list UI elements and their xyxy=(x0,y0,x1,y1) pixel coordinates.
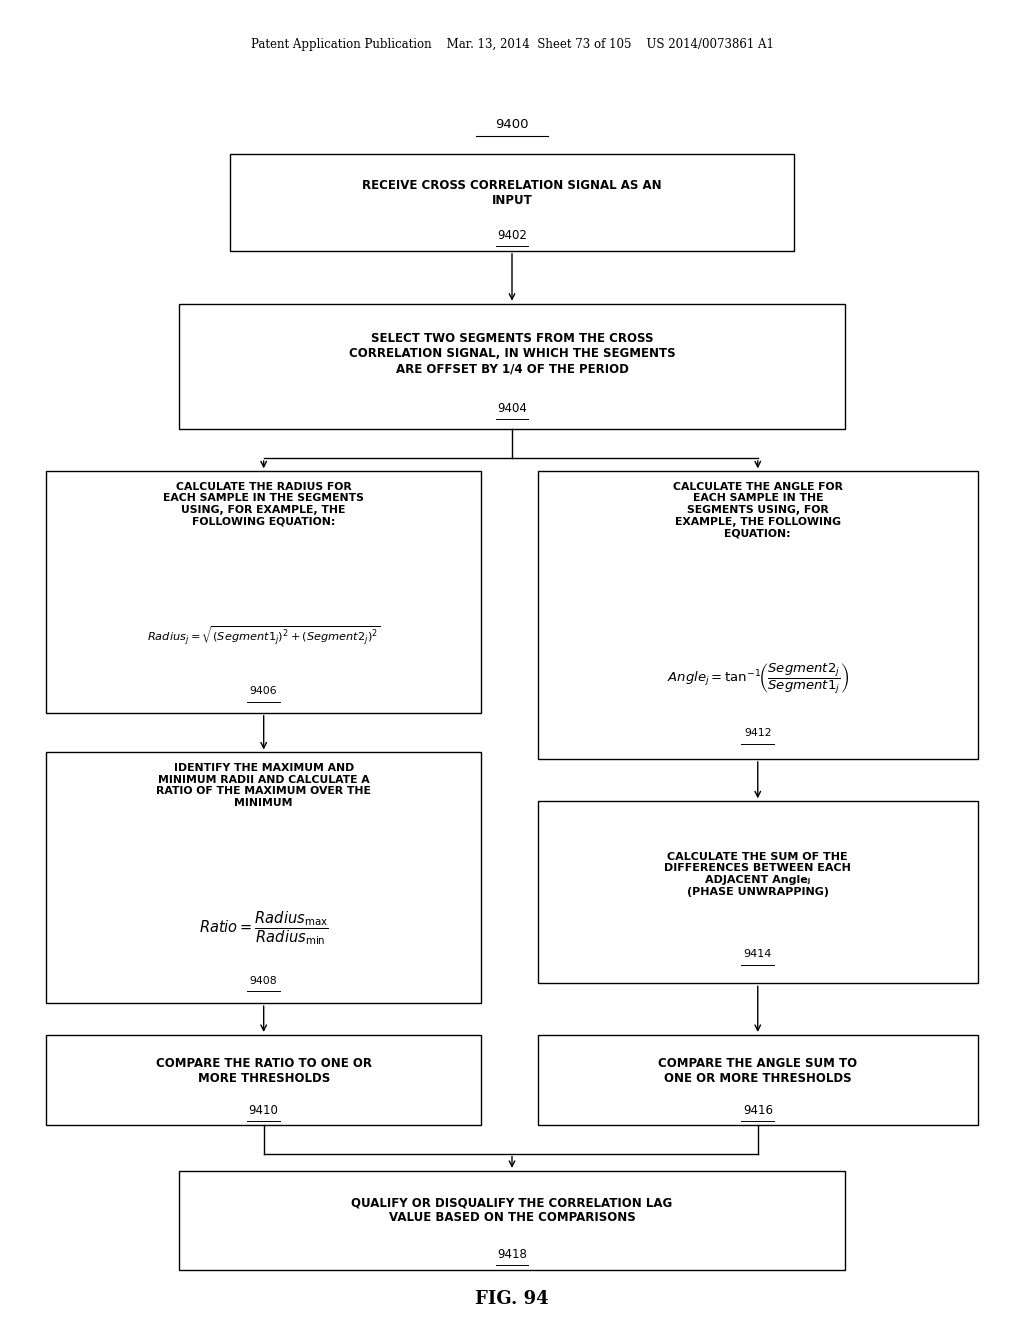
Text: CALCULATE THE RADIUS FOR
EACH SAMPLE IN THE SEGMENTS
USING, FOR EXAMPLE, THE
FOL: CALCULATE THE RADIUS FOR EACH SAMPLE IN … xyxy=(163,482,365,527)
Text: FIG. 94: FIG. 94 xyxy=(475,1290,549,1308)
Text: $Radius_j = \sqrt{\left(Segment1_j\right)^2+\left(Segment2_j\right)^2}$: $Radius_j = \sqrt{\left(Segment1_j\right… xyxy=(146,624,381,647)
Bar xyxy=(46,752,481,1003)
Text: 9400: 9400 xyxy=(496,117,528,131)
Bar xyxy=(538,471,978,759)
Text: $Angle_j = \tan^{-1}\!\!\left(\dfrac{Segment2_j}{Segment1_j}\right)$: $Angle_j = \tan^{-1}\!\!\left(\dfrac{Seg… xyxy=(667,661,849,696)
Text: 9410: 9410 xyxy=(249,1104,279,1117)
Text: QUALIFY OR DISQUALIFY THE CORRELATION LAG
VALUE BASED ON THE COMPARISONS: QUALIFY OR DISQUALIFY THE CORRELATION LA… xyxy=(351,1196,673,1225)
Bar xyxy=(179,1171,845,1270)
Text: SELECT TWO SEGMENTS FROM THE CROSS
CORRELATION SIGNAL, IN WHICH THE SEGMENTS
ARE: SELECT TWO SEGMENTS FROM THE CROSS CORRE… xyxy=(349,333,675,375)
Text: 9402: 9402 xyxy=(497,228,527,242)
Text: RECEIVE CROSS CORRELATION SIGNAL AS AN
INPUT: RECEIVE CROSS CORRELATION SIGNAL AS AN I… xyxy=(362,180,662,207)
Bar xyxy=(230,154,794,251)
Text: $Ratio = \dfrac{Radius_{\max}}{Radius_{\min}}$: $Ratio = \dfrac{Radius_{\max}}{Radius_{\… xyxy=(199,909,329,946)
Text: IDENTIFY THE MAXIMUM AND
MINIMUM RADII AND CALCULATE A
RATIO OF THE MAXIMUM OVER: IDENTIFY THE MAXIMUM AND MINIMUM RADII A… xyxy=(157,763,371,808)
Text: 9414: 9414 xyxy=(743,949,772,960)
Text: 9412: 9412 xyxy=(744,729,771,738)
Text: Patent Application Publication    Mar. 13, 2014  Sheet 73 of 105    US 2014/0073: Patent Application Publication Mar. 13, … xyxy=(251,38,773,51)
Text: 9416: 9416 xyxy=(742,1104,773,1117)
Text: 9408: 9408 xyxy=(250,975,278,986)
Bar xyxy=(179,304,845,429)
Text: 9404: 9404 xyxy=(497,403,527,416)
Bar xyxy=(46,1035,481,1125)
Text: COMPARE THE ANGLE SUM TO
ONE OR MORE THRESHOLDS: COMPARE THE ANGLE SUM TO ONE OR MORE THR… xyxy=(658,1057,857,1085)
Bar xyxy=(46,471,481,713)
Text: CALCULATE THE SUM OF THE
DIFFERENCES BETWEEN EACH
ADJACENT Angleⱼ
(PHASE UNWRAPP: CALCULATE THE SUM OF THE DIFFERENCES BET… xyxy=(665,851,851,896)
Text: 9418: 9418 xyxy=(497,1247,527,1261)
Bar xyxy=(538,801,978,983)
Text: 9406: 9406 xyxy=(250,686,278,696)
Text: COMPARE THE RATIO TO ONE OR
MORE THRESHOLDS: COMPARE THE RATIO TO ONE OR MORE THRESHO… xyxy=(156,1057,372,1085)
Text: CALCULATE THE ANGLE FOR
EACH SAMPLE IN THE
SEGMENTS USING, FOR
EXAMPLE, THE FOLL: CALCULATE THE ANGLE FOR EACH SAMPLE IN T… xyxy=(673,482,843,539)
Bar xyxy=(538,1035,978,1125)
